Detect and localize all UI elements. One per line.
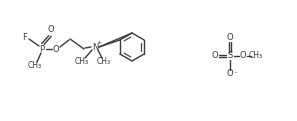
Text: CH₃: CH₃	[97, 57, 111, 65]
Text: O: O	[53, 45, 59, 53]
Text: O: O	[48, 26, 54, 34]
Text: O: O	[240, 52, 246, 60]
Text: CH₃: CH₃	[75, 57, 89, 65]
Text: +: +	[96, 41, 102, 45]
Text: CH₃: CH₃	[249, 52, 263, 60]
Text: ⁻: ⁻	[233, 71, 237, 77]
Text: N: N	[92, 42, 98, 52]
Text: F: F	[23, 33, 27, 42]
Text: O: O	[227, 34, 233, 42]
Text: P: P	[40, 45, 45, 53]
Text: O: O	[212, 52, 218, 60]
Text: S: S	[228, 52, 233, 60]
Text: CH₃: CH₃	[28, 61, 42, 71]
Text: O: O	[227, 69, 233, 79]
